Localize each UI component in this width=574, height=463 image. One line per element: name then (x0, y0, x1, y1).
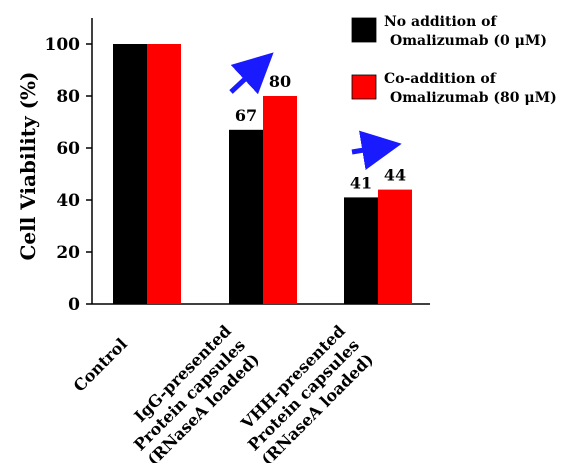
legend-swatch (351, 74, 377, 100)
category-label: Control (70, 334, 131, 395)
y-tick-label: 80 (56, 87, 80, 107)
y-tick-label: 0 (68, 295, 80, 315)
data-label: 41 (350, 173, 372, 192)
bar-1-0 (229, 129, 263, 304)
data-label: 80 (269, 72, 291, 91)
y-tick-label: 100 (45, 35, 81, 55)
legend-label: Omalizumab (80 μM) (390, 90, 557, 106)
annotation-arrows (229, 52, 402, 171)
bar-2-0 (344, 197, 378, 304)
y-axis-label: Cell Viability (%) (16, 71, 40, 260)
legend-swatch (351, 17, 377, 43)
data-label: 44 (384, 166, 406, 185)
y-tick-label: 20 (56, 243, 80, 263)
arrow-annotation (351, 130, 402, 171)
arrow-annotation (229, 52, 274, 95)
y-tick-label: 60 (56, 139, 80, 159)
legend-label: Omalizumab (0 μM) (390, 33, 547, 49)
y-tick-label: 40 (56, 191, 80, 211)
bars (113, 44, 412, 304)
data-labels: 67 80 41 44 (235, 72, 406, 192)
category-label-group: Control (70, 334, 131, 395)
legend-label: No addition of (384, 14, 497, 30)
bar-0-1 (147, 44, 181, 304)
bar-0-0 (113, 44, 147, 304)
legend: No addition of Omalizumab (0 μM) Co-additi… (351, 14, 557, 106)
legend-label: Co-addition of (384, 71, 497, 87)
bar-2-1 (378, 189, 412, 304)
data-label: 67 (235, 106, 257, 125)
bar-1-1 (263, 96, 297, 304)
